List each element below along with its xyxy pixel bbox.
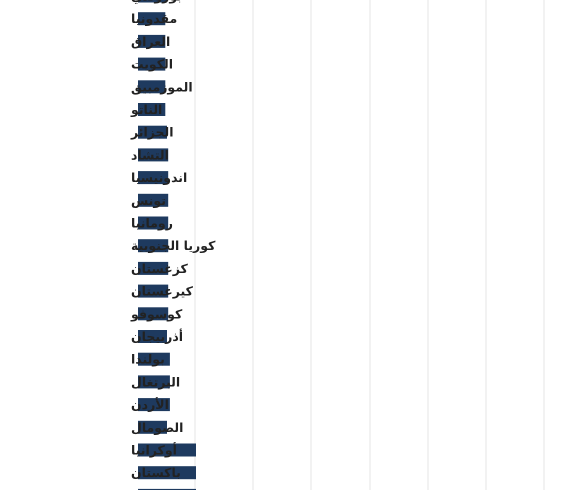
category-label-11: كوريا الجنوبية — [131, 238, 216, 253]
category-label-7: التشاد — [131, 147, 169, 162]
category-label-17: البرتغال — [131, 374, 180, 389]
bar-8 — [138, 171, 169, 185]
category-label-12: كزغستان — [131, 261, 188, 276]
category-label-21: باكستان — [131, 465, 181, 480]
bar-19 — [138, 420, 167, 434]
bar-18 — [138, 398, 170, 412]
category-label-22: الفلبين — [131, 488, 176, 490]
gridlines — [194, 0, 545, 490]
bar-5 — [138, 103, 166, 116]
bar-16 — [138, 352, 170, 366]
category-label-4: الموزمبيق — [131, 79, 193, 94]
bar-12 — [138, 261, 169, 275]
category-label-5: الناتو — [130, 102, 162, 117]
category-label-0: بوروندي — [131, 0, 182, 4]
bar-9 — [138, 193, 169, 207]
bar-4 — [138, 80, 166, 94]
bar-3 — [138, 57, 166, 71]
category-label-19: الصومال — [131, 420, 183, 435]
bar-10 — [138, 216, 169, 230]
bar-20 — [138, 443, 196, 457]
bar-15 — [138, 330, 167, 343]
category-label-2: العراق — [131, 34, 170, 49]
bars — [138, 0, 196, 490]
bar-1 — [138, 12, 166, 26]
category-label-1: مقدونيا — [131, 11, 177, 26]
category-label-3: الكويت — [131, 57, 173, 72]
category-label-15: أذربيجان — [131, 328, 183, 344]
bar-22 — [138, 488, 196, 490]
bar-6 — [138, 125, 167, 139]
category-label-16: بولندا — [131, 352, 165, 367]
bar-0 — [138, 0, 167, 3]
bar-21 — [138, 466, 196, 480]
category-label-6: الجزائر — [130, 125, 174, 140]
category-label-18: الأردن — [131, 397, 169, 412]
category-label-9: تونس — [131, 193, 166, 208]
bar-17 — [138, 375, 170, 389]
bar-11 — [138, 239, 169, 253]
category-labels: بوروندي مقدونيا العراق الكويت الموزمبيق النات… — [130, 0, 216, 490]
bar-2 — [138, 34, 166, 48]
category-label-10: رومانيا — [131, 216, 173, 231]
bar-13 — [138, 284, 169, 298]
bar-14 — [138, 307, 169, 321]
category-label-20: أوكرانيا — [131, 442, 177, 458]
category-label-13: كيرغستان — [131, 284, 194, 299]
bar-7 — [138, 148, 169, 162]
category-label-14: كوسوفو — [130, 306, 183, 321]
category-label-8: اندونيسيا — [131, 170, 187, 185]
